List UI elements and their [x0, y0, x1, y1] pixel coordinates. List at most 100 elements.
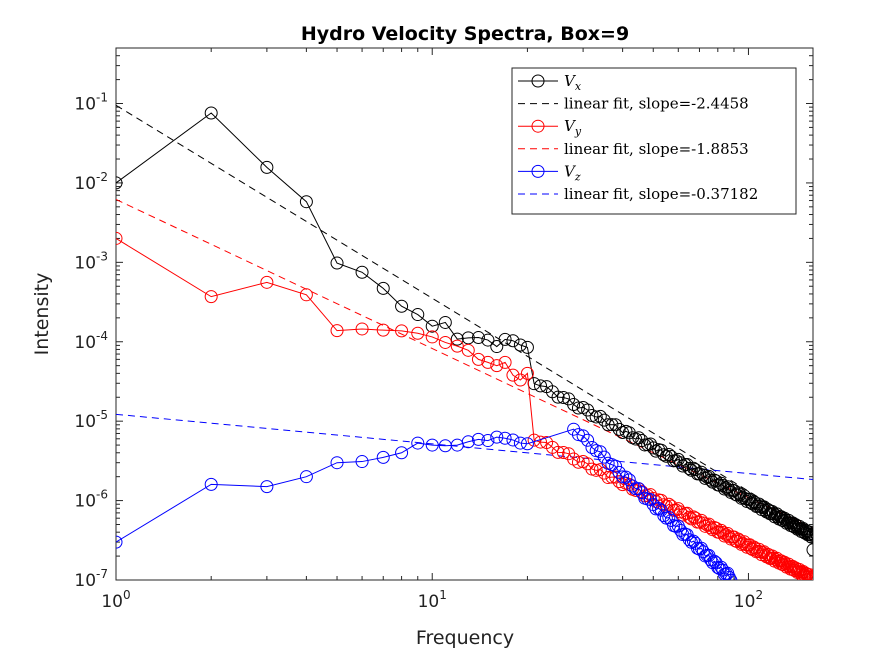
data-point [551, 445, 565, 459]
y-tick-label: 10-2 [74, 170, 108, 194]
data-point [806, 543, 813, 557]
data-point [438, 315, 452, 329]
data-point [471, 432, 485, 446]
data-point [593, 463, 607, 477]
data-point [609, 470, 623, 484]
data-point [601, 418, 615, 432]
data-point [806, 527, 813, 541]
data-point [299, 470, 313, 484]
data-point [506, 334, 520, 348]
data-point [355, 322, 369, 336]
data-point [116, 535, 123, 549]
data-point [696, 468, 710, 482]
data-point [652, 502, 666, 516]
legend-item: Vy [518, 117, 582, 138]
data-point [562, 447, 576, 461]
data-point [722, 570, 736, 580]
legend-label: Vy [564, 117, 582, 138]
data-point [438, 335, 452, 349]
data-point [704, 521, 718, 535]
data-point [330, 456, 344, 470]
data-point [204, 106, 218, 120]
legend-item: Vx [518, 72, 582, 93]
data-point [622, 473, 636, 487]
data-point [450, 332, 464, 346]
legend-label: Vz [564, 162, 581, 183]
legend-item: linear fit, slope=-2.4458 [518, 95, 749, 113]
data-point [619, 470, 633, 484]
data-point [632, 482, 646, 496]
data-point [646, 441, 660, 455]
data-point [481, 333, 495, 347]
data-point [806, 569, 813, 580]
data-point [649, 444, 663, 458]
data-point [597, 450, 611, 464]
data-point [609, 418, 623, 432]
data-point [612, 465, 626, 479]
x-tick-label: 100 [101, 588, 130, 612]
legend-item: linear fit, slope=-1.8853 [518, 140, 749, 158]
data-point [597, 466, 611, 480]
data-point [576, 429, 590, 443]
data-point [116, 176, 123, 190]
data-point [719, 528, 733, 542]
data-point [461, 343, 475, 357]
data-point [719, 481, 733, 495]
data-point [534, 379, 548, 393]
data-point [355, 455, 369, 469]
legend-marker [531, 74, 545, 88]
data-point [204, 290, 218, 304]
data-point [612, 422, 626, 436]
y-tick-label: 10-5 [74, 408, 108, 432]
legend-item: Vz [518, 162, 581, 183]
data-point [805, 571, 813, 580]
data-point [718, 482, 732, 496]
y-tick-label: 10-1 [74, 91, 108, 115]
data-point [330, 256, 344, 270]
data-point [395, 446, 409, 460]
data-point [376, 450, 390, 464]
data-point [260, 275, 274, 289]
data-point [520, 340, 534, 354]
data-point [520, 437, 534, 451]
data-point [204, 477, 218, 491]
data-point [698, 471, 712, 485]
data-point [411, 436, 425, 450]
data-point [567, 398, 581, 412]
data-point [513, 436, 527, 450]
data-point [698, 519, 712, 533]
data-point [804, 573, 813, 580]
data-point [657, 448, 671, 462]
data-point [589, 463, 603, 477]
data-point [593, 409, 607, 423]
x-axis-label: Frequency [416, 627, 514, 649]
legend-box [511, 67, 797, 215]
series-x [116, 106, 813, 557]
y-axis-label: Intensity [31, 273, 53, 356]
data-series [116, 106, 813, 580]
y-tick-label: 10-6 [74, 488, 108, 512]
axis-ticks: 100 101 102 10-7 10-6 10-5 10-4 10-3 10-2 10-1 [74, 47, 813, 612]
data-point [662, 510, 676, 524]
data-point [506, 368, 520, 382]
y-tick-label: 10-7 [74, 567, 108, 591]
legend-label: linear fit, slope=-2.4458 [564, 95, 749, 113]
data-point [626, 479, 640, 493]
data-point [461, 435, 475, 449]
data-point [490, 340, 504, 354]
data-point [718, 529, 732, 543]
data-point [571, 401, 585, 415]
y-tick-label: 10-3 [74, 249, 108, 273]
data-point [376, 281, 390, 295]
data-point [513, 338, 527, 352]
data-point [657, 509, 671, 523]
legend-label: linear fit, slope=-0.37182 [564, 185, 758, 203]
data-point [395, 299, 409, 313]
data-point [411, 308, 425, 322]
data-point [425, 438, 439, 452]
data-point [376, 323, 390, 337]
data-point [425, 330, 439, 344]
legend-marker [531, 119, 545, 133]
data-point [567, 422, 581, 436]
data-point [803, 525, 813, 539]
